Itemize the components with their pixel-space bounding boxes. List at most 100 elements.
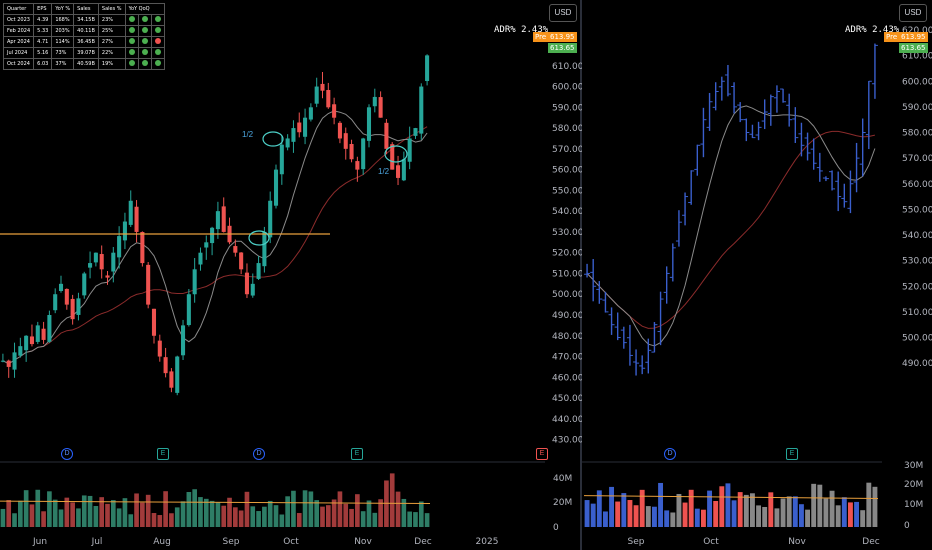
candle-body [6,360,11,367]
date-tick-label: Sep [223,537,240,547]
volume-bar [233,507,238,527]
earnings-event-icon[interactable]: E [786,448,798,460]
volume-bar [854,501,860,527]
highlight-circle [248,230,270,246]
dividend-event-icon[interactable]: D [61,448,73,460]
volume-bar [378,499,383,527]
volume-bar [835,505,841,527]
price-tick-label: 560.00 [902,180,932,190]
status-cell [137,47,152,59]
candle-body [361,138,366,170]
table-header-cell: Quarter [2,3,35,15]
volume-tick-label: 0 [904,521,910,531]
candle-body [29,336,34,345]
volume-bar [105,503,110,527]
dividend-event-icon[interactable]: D [253,448,265,460]
earnings-event-icon[interactable]: E [351,448,363,460]
volume-bar [639,489,645,527]
volume-bar [847,502,853,527]
candle-body [175,356,180,393]
volume-bar [645,506,651,527]
status-cell [124,58,139,70]
status-dot-icon [141,60,148,66]
last-price: 613.65 [899,43,928,53]
candle-body [320,83,325,91]
price-tick-label: 490.00 [552,311,582,321]
volume-bar [320,506,325,527]
volume-bar [676,493,682,527]
volume-bar [296,513,302,527]
table-cell: 6.03 [33,58,53,70]
volume-tick-label: 10M [904,500,923,510]
price-tick-label: 450.00 [552,394,582,404]
price-tick-label: 610.00 [902,52,932,62]
date-tick-label: Nov [354,537,372,547]
date-tick-label: Sep [628,537,645,547]
status-dot-icon [141,49,148,55]
volume-bar [35,489,41,527]
candle-body [413,128,418,136]
price-tick-label: 500.00 [552,290,582,300]
candle-body [396,165,401,178]
volume-tick-label: 20M [553,498,572,508]
left-chart-canvas[interactable]: 610.00 600.00 590.00 580.00 570.00 560.00 550.… [0,0,582,550]
volume-bar [221,505,227,527]
currency-button[interactable]: USD [549,4,577,22]
table-cell: Feb 2024 [2,25,35,37]
price-tick-label: 500.00 [902,334,932,344]
pre-market-label: Pre [884,32,900,42]
candle-body [198,252,203,265]
earnings-event-icon[interactable]: E [536,448,548,460]
candle-body [425,55,430,82]
candle-body [146,264,151,305]
right-chart-canvas[interactable]: 620.00 610.00 600.00 590.00 580.00 570.00 560.… [582,0,932,550]
volume-bar [749,493,755,527]
volume-bar [52,499,58,527]
volume-bar [23,490,29,527]
volume-bar [829,490,835,527]
candle-body [308,107,313,120]
table-cell: Jul 2024 [2,47,35,59]
price-tick-label: 510.00 [552,269,582,279]
volume-bar [163,491,168,527]
status-cell [150,36,165,48]
volume-bar [6,500,12,527]
candle-body [332,104,337,118]
volume-bar [737,492,743,527]
volume-bar [713,500,719,527]
volume-bar [602,511,608,527]
price-tick-label: 520.00 [902,282,932,292]
volume-bar [774,508,780,527]
table-header-cell: YoY % [51,3,75,15]
earnings-event-icon[interactable]: E [157,448,169,460]
table-cell: 40.59B [73,58,99,70]
candle-body [273,169,279,206]
candle-body [122,221,127,241]
status-dot-icon [128,38,135,44]
status-cell [137,58,152,70]
status-dot-icon [154,38,161,44]
status-cell [124,47,139,59]
table-cell: 34.15B [73,14,99,26]
currency-button[interactable]: USD [899,4,927,22]
ma-long-line [2,126,428,365]
volume-bar [337,491,343,527]
candle-body [303,117,308,137]
table-cell: 19% [97,58,126,70]
volume-bar [186,492,192,527]
table-cell: 36.45B [73,36,99,48]
candle-body [163,357,168,374]
candle-body [239,252,244,270]
candle-body [157,340,162,357]
candle-body [18,346,23,356]
candle-body [390,144,395,170]
dividend-event-icon[interactable]: D [664,448,676,460]
candle-body [256,263,261,279]
pre-market-label: Pre [533,32,549,42]
status-dot-icon [154,16,161,22]
table-cell: 39.07B [73,47,99,59]
status-cell [150,14,165,26]
candle-body [12,352,17,370]
price-tick-label: 620.00 [902,26,932,36]
